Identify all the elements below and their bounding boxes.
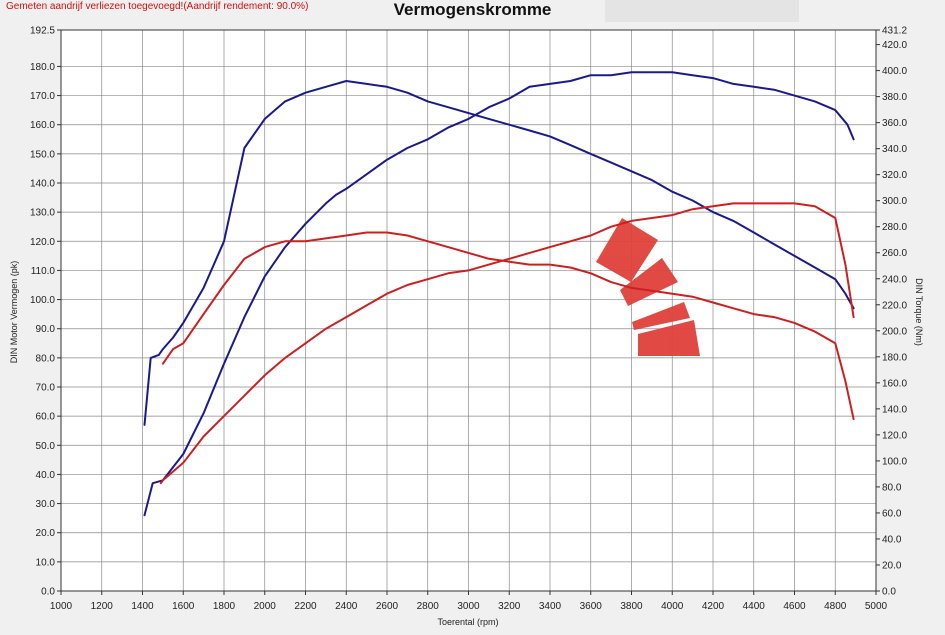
y2-tick-label: 400.0 bbox=[882, 66, 907, 77]
y-tick-label: 100.0 bbox=[30, 295, 55, 306]
logo-segment bbox=[638, 320, 700, 356]
y2-tick-label: 40.0 bbox=[882, 534, 902, 545]
y-tick-label: 80.0 bbox=[36, 353, 56, 364]
series-lines bbox=[143, 71, 855, 517]
y2-tick-label: 140.0 bbox=[882, 404, 907, 415]
logo-watermark bbox=[596, 218, 700, 356]
x-tick-label: 1600 bbox=[172, 601, 195, 612]
y2-tick-label: 431.2 bbox=[882, 26, 907, 37]
logo-segment bbox=[620, 258, 678, 306]
y-tick-label: 120.0 bbox=[30, 237, 55, 248]
y-tick-label: 192.5 bbox=[30, 26, 55, 37]
x-tick-label: 1200 bbox=[91, 601, 114, 612]
series-line bbox=[159, 202, 855, 485]
x-tick-label: 3800 bbox=[620, 601, 643, 612]
y-tick-label: 30.0 bbox=[36, 499, 56, 510]
y2-tick-label: 320.0 bbox=[882, 170, 907, 181]
y-tick-label: 20.0 bbox=[36, 528, 56, 539]
x-tick-label: 3600 bbox=[580, 601, 603, 612]
y-tick-label: 110.0 bbox=[31, 266, 56, 277]
x-tick-label: 1000 bbox=[50, 601, 73, 612]
y2-tick-label: 0.0 bbox=[882, 587, 896, 598]
logo-segment bbox=[632, 302, 690, 330]
y2-tick-label: 300.0 bbox=[882, 196, 907, 207]
y2-tick-label: 20.0 bbox=[882, 560, 902, 571]
y2-tick-label: 280.0 bbox=[882, 222, 907, 233]
x-tick-label: 4800 bbox=[824, 601, 847, 612]
logo-segment bbox=[596, 218, 658, 282]
x-tick-label: 4200 bbox=[702, 601, 725, 612]
y-tick-label: 40.0 bbox=[36, 470, 56, 481]
series-line bbox=[143, 71, 855, 517]
x-tick-label: 2400 bbox=[335, 601, 358, 612]
y-axis-label: DIN Motor Vermogen (pk) bbox=[9, 261, 19, 364]
y-tick-label: 50.0 bbox=[36, 441, 56, 452]
x-tick-label: 4400 bbox=[743, 601, 766, 612]
y-tick-label: 0.0 bbox=[41, 587, 55, 598]
grid-lines bbox=[60, 29, 877, 592]
y2-tick-label: 120.0 bbox=[882, 430, 907, 441]
y-tick-label: 140.0 bbox=[30, 179, 55, 190]
y2-tick-label: 100.0 bbox=[882, 456, 907, 467]
x-tick-label: 5000 bbox=[865, 601, 888, 612]
y2-tick-label: 360.0 bbox=[882, 118, 907, 129]
x-tick-label: 2200 bbox=[294, 601, 317, 612]
x-tick-label: 2800 bbox=[417, 601, 440, 612]
x-tick-label: 3400 bbox=[539, 601, 562, 612]
y2-tick-label: 200.0 bbox=[882, 326, 907, 337]
x-axis-label: Toerental (rpm) bbox=[437, 617, 498, 627]
y-tick-label: 170.0 bbox=[30, 91, 55, 102]
y-tick-label: 180.0 bbox=[30, 62, 55, 73]
x-tick-label: 3200 bbox=[498, 601, 521, 612]
y2-tick-label: 160.0 bbox=[882, 378, 907, 389]
y-tick-label: 150.0 bbox=[30, 149, 55, 160]
x-tick-label: 2000 bbox=[254, 601, 277, 612]
header-blank-box bbox=[605, 0, 799, 22]
y-tick-label: 60.0 bbox=[36, 412, 56, 423]
y-tick-label: 70.0 bbox=[36, 383, 56, 394]
y2-tick-label: 260.0 bbox=[882, 248, 907, 259]
x-tick-label: 4600 bbox=[783, 601, 806, 612]
y2-tick-label: 340.0 bbox=[882, 144, 907, 155]
y-tick-label: 130.0 bbox=[30, 208, 55, 219]
x-tick-label: 3000 bbox=[457, 601, 480, 612]
y2-axis-label: DIN Torque (Nm) bbox=[914, 278, 924, 346]
y-tick-label: 90.0 bbox=[36, 324, 56, 335]
x-tick-label: 1400 bbox=[131, 601, 154, 612]
y2-tick-label: 220.0 bbox=[882, 300, 907, 311]
y-tick-label: 10.0 bbox=[36, 557, 56, 568]
y2-tick-label: 80.0 bbox=[882, 482, 902, 493]
plot-border bbox=[60, 29, 877, 592]
y2-tick-label: 420.0 bbox=[882, 40, 907, 51]
x-tick-label: 1800 bbox=[213, 601, 236, 612]
x-tick-label: 2600 bbox=[376, 601, 399, 612]
y2-tick-label: 180.0 bbox=[882, 352, 907, 363]
y2-tick-label: 60.0 bbox=[882, 508, 902, 519]
axes: 1000 1200 1400 1600 1800 2000 2200 2400 2600 2800… bbox=[30, 26, 907, 613]
drivetrain-loss-warning: Gemeten aandrijf verliezen toegevoegd!(A… bbox=[6, 1, 309, 12]
chart-title: Vermogenskromme bbox=[393, 0, 552, 19]
y-tick-label: 160.0 bbox=[30, 120, 55, 131]
series-line bbox=[161, 231, 855, 421]
series-line bbox=[143, 80, 855, 426]
y2-tick-label: 240.0 bbox=[882, 274, 907, 285]
y2-tick-label: 380.0 bbox=[882, 92, 907, 103]
x-tick-label: 4000 bbox=[661, 601, 684, 612]
